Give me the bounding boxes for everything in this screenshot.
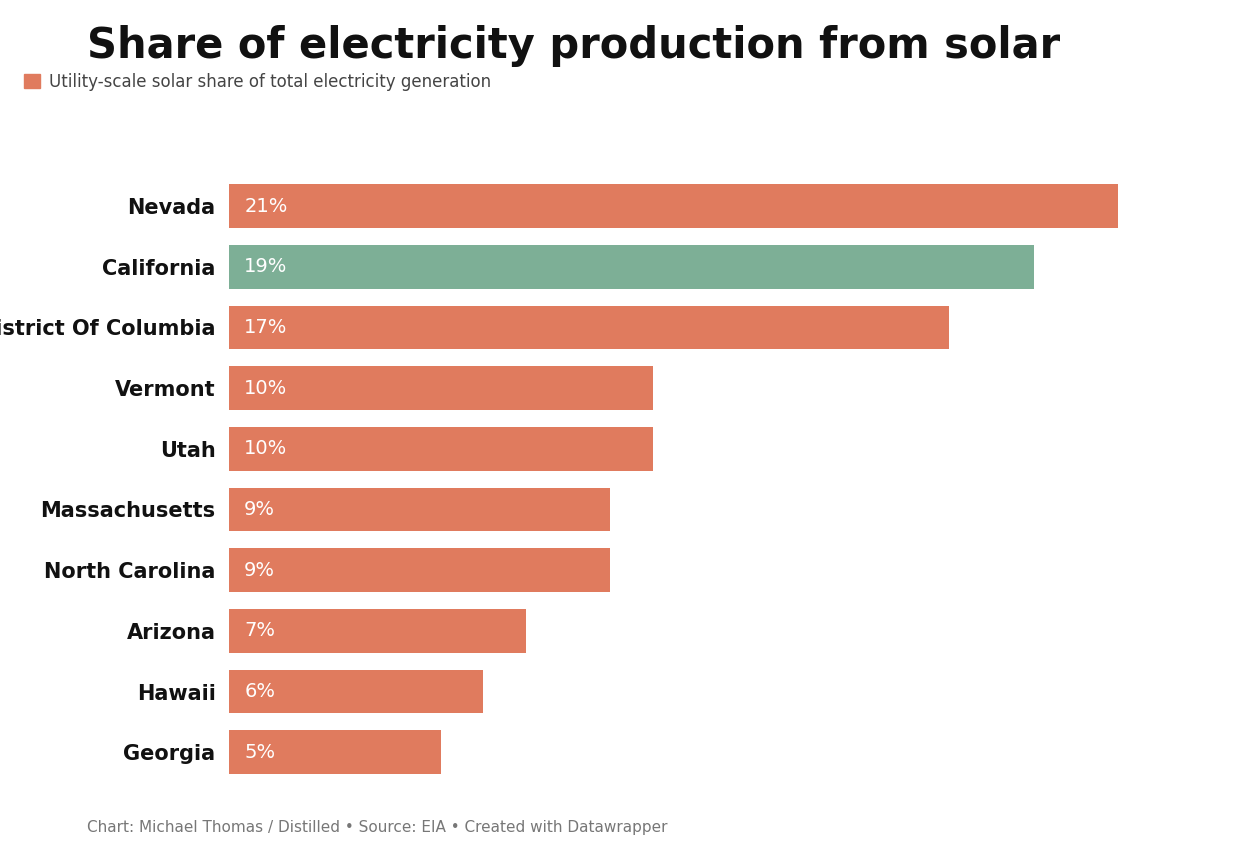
Text: 6%: 6% <box>244 682 275 701</box>
Bar <box>229 366 652 410</box>
Text: 5%: 5% <box>244 743 275 762</box>
Text: 10%: 10% <box>244 439 288 458</box>
Text: 10%: 10% <box>244 378 288 398</box>
Text: Chart: Michael Thomas / Distilled • Source: EIA • Created with Datawrapper: Chart: Michael Thomas / Distilled • Sour… <box>87 820 667 835</box>
Text: Share of electricity production from solar: Share of electricity production from sol… <box>87 25 1060 68</box>
Text: 9%: 9% <box>244 500 275 519</box>
Bar <box>229 427 652 471</box>
Bar <box>229 670 484 713</box>
Bar <box>229 488 610 532</box>
Bar <box>229 245 1033 288</box>
Bar <box>229 184 1118 228</box>
Text: 19%: 19% <box>244 257 288 276</box>
Bar <box>229 549 610 592</box>
Text: 21%: 21% <box>244 197 288 215</box>
Bar <box>229 305 949 349</box>
Text: 17%: 17% <box>244 318 288 337</box>
Bar <box>229 730 441 774</box>
Text: 9%: 9% <box>244 561 275 580</box>
Bar <box>229 609 526 653</box>
Legend: Utility-scale solar share of total electricity generation: Utility-scale solar share of total elect… <box>24 73 491 91</box>
Text: 7%: 7% <box>244 622 275 640</box>
